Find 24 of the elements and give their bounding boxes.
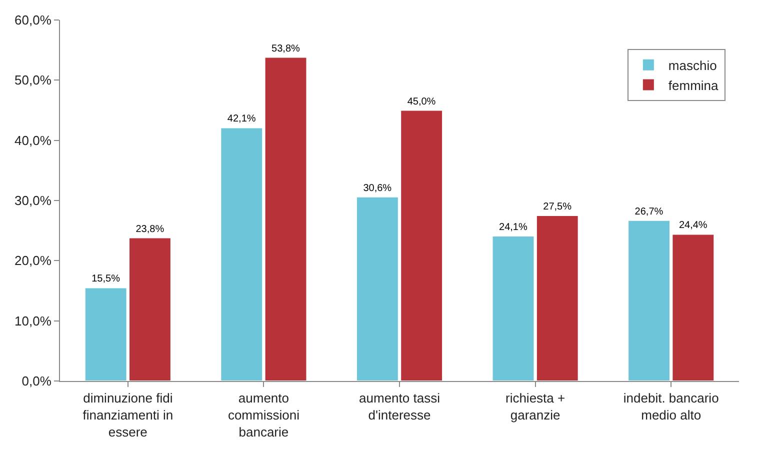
y-tick-label: 0,0%	[22, 374, 52, 389]
legend-label: maschio	[668, 58, 717, 73]
x-tick-label: aumento tassi d'interesse	[359, 390, 440, 422]
data-label: 23,8%	[136, 224, 164, 235]
data-label: 24,1%	[499, 222, 528, 233]
data-label: 15,5%	[92, 274, 120, 285]
data-label: 42,1%	[227, 114, 256, 125]
y-tick-label: 60,0%	[14, 12, 52, 28]
x-tick-label: indebit. bancario medio alto	[623, 390, 719, 422]
data-label: 26,7%	[634, 206, 664, 218]
data-label: 53,8%	[272, 43, 300, 54]
data-label: 27,5%	[543, 202, 572, 213]
y-tick-label: 40,0%	[14, 132, 52, 148]
legend-label: femmina	[668, 78, 720, 93]
data-label: 30,6%	[363, 182, 392, 194]
x-tick-label: aumento commissioni bancarie	[228, 390, 300, 440]
data-label: 24,4%	[678, 220, 708, 232]
y-tick-label: 10,0%	[14, 313, 52, 328]
data-label: 45,0%	[407, 96, 436, 108]
y-tick-label: 50,0%	[14, 72, 52, 88]
x-tick-label: diminuzione fidi finanziamenti in essere	[82, 390, 174, 440]
y-tick-label: 30,0%	[14, 193, 52, 208]
y-tick-label: 20,0%	[14, 253, 52, 268]
x-tick-label: richiesta + garanzie	[505, 390, 566, 422]
